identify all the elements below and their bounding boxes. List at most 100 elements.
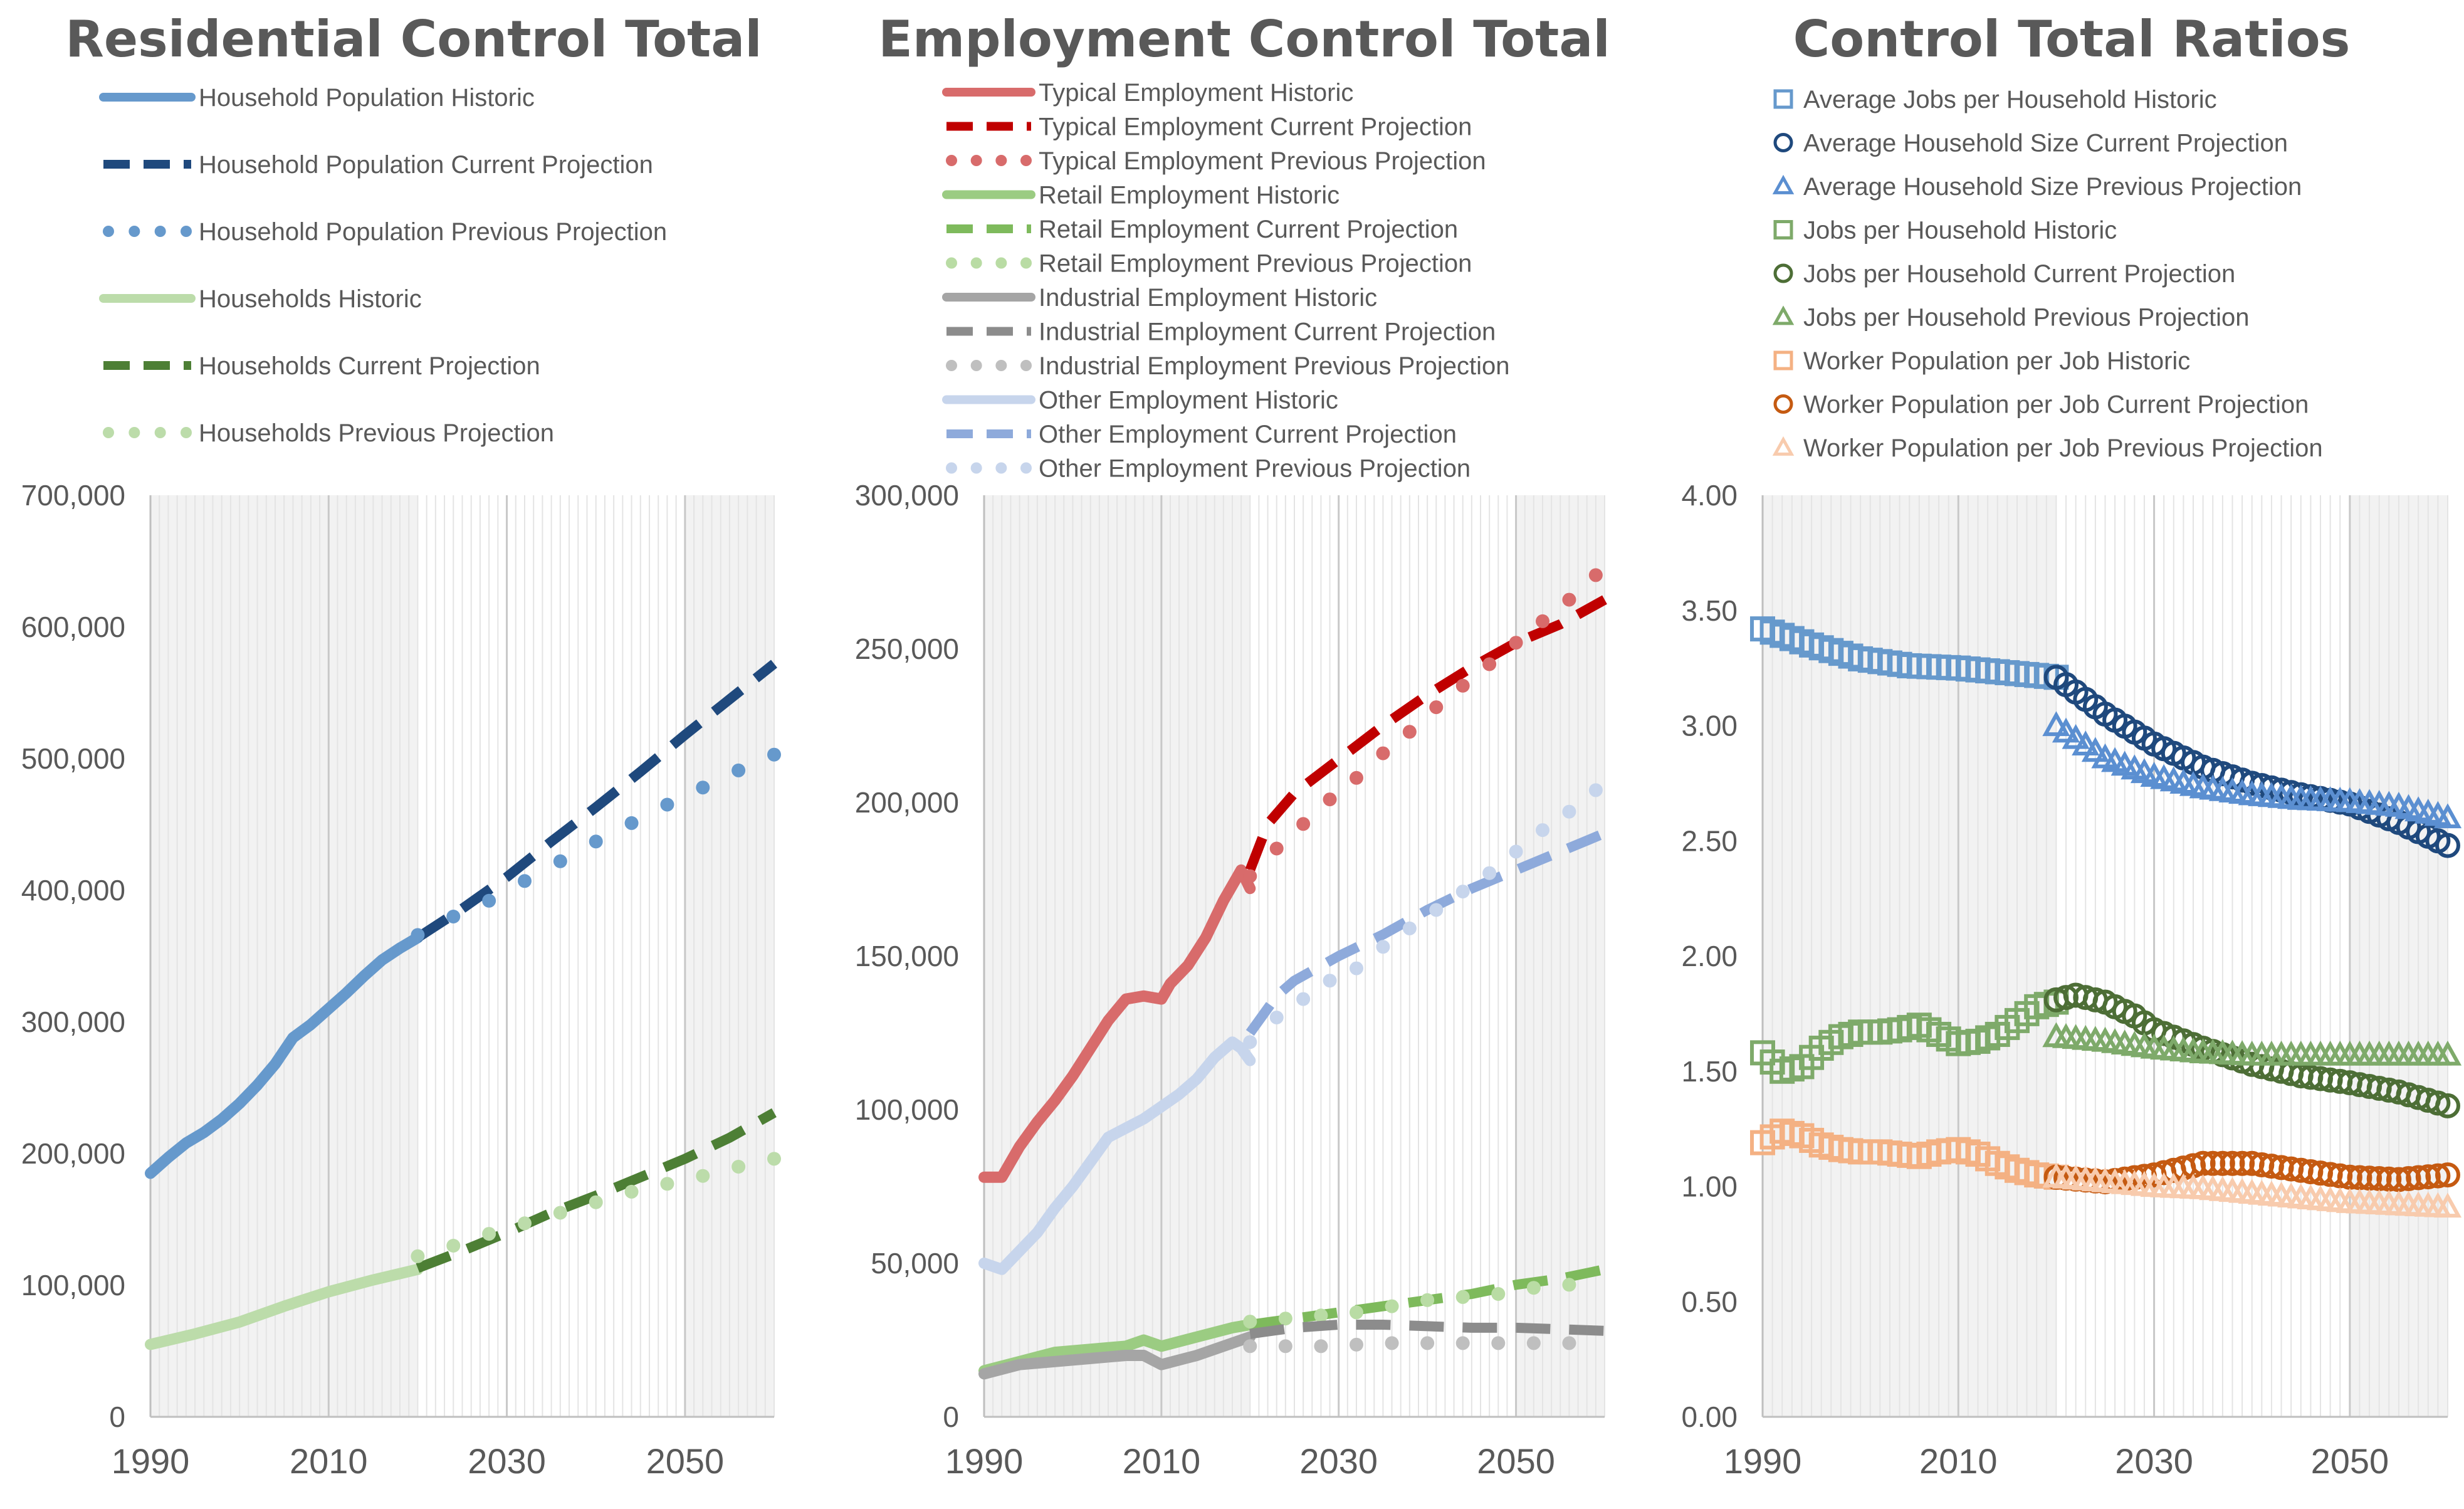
legend-swatch <box>1773 89 1793 109</box>
data-point <box>411 1249 425 1263</box>
legend-label: Retail Employment Historic <box>1039 182 1339 209</box>
data-point <box>518 1216 532 1231</box>
legend-label: Households Historic <box>199 285 422 313</box>
data-point <box>2435 1162 2460 1188</box>
employment-control-total-chart: Employment Control Total 0 50,000 100,000 1… <box>855 10 1610 1481</box>
series-worker-population-per-job-previous-projection <box>2042 1162 2462 1218</box>
data-point <box>731 1160 746 1174</box>
legend-swatch <box>1773 394 1793 414</box>
data-point <box>1296 817 1311 831</box>
y-tick-label: 200,000 <box>21 1137 125 1170</box>
legend-swatch <box>1773 133 1793 152</box>
series-line <box>145 932 424 1179</box>
data-point <box>1243 1315 1257 1329</box>
series-retail-employment-historic <box>978 1319 1256 1377</box>
data-point <box>1314 1308 1328 1323</box>
legend-swatch <box>970 462 982 474</box>
data-point <box>1562 1278 1576 1292</box>
data-point <box>1243 1035 1257 1049</box>
legend-item-average-household-size-previous-projection: Average Household Size Previous Projecti… <box>1772 173 2302 201</box>
data-point <box>1491 1287 1506 1301</box>
series-line <box>1245 595 1607 872</box>
legend-swatch <box>154 226 166 237</box>
data-point <box>624 816 639 830</box>
legend-item-industrial-employment-current-projection: Industrial Employment Current Projection <box>946 318 1496 346</box>
legend-label: Average Household Size Previous Projecti… <box>1803 173 2302 201</box>
x-tick-label: 2050 <box>646 1441 725 1481</box>
legend-item-typical-employment-previous-projection: Typical Employment Previous Projection <box>946 147 1486 175</box>
series-typical-employment-historic <box>978 864 1256 1183</box>
legend-label: Retail Employment Previous Projection <box>1039 250 1472 278</box>
legend-swatch <box>970 155 982 166</box>
legend-item-retail-employment-historic: Retail Employment Historic <box>942 182 1339 209</box>
x-tick-label: 2050 <box>1477 1441 1555 1481</box>
data-point <box>767 747 781 762</box>
legend-swatch <box>154 427 166 438</box>
legend-item-industrial-employment-historic: Industrial Employment Historic <box>942 284 1377 312</box>
legend-item-average-jobs-per-household-historic: Average Jobs per Household Historic <box>1773 86 2217 113</box>
legend-swatch <box>128 427 140 438</box>
data-point <box>518 874 532 888</box>
legend-label: Industrial Employment Historic <box>1039 284 1377 312</box>
data-point <box>731 763 746 777</box>
data-point <box>1455 678 1470 693</box>
x-tick-label: 2030 <box>468 1441 546 1481</box>
data-point <box>1385 1299 1399 1313</box>
residential-control-total-chart: Residential Control Total 0 100,000 200,00… <box>21 10 781 1481</box>
series-line <box>978 864 1256 1183</box>
legend-item-retail-employment-current-projection: Retail Employment Current Projection <box>946 216 1458 243</box>
data-point <box>1350 1337 1363 1352</box>
y-tick-label: 200,000 <box>855 786 959 819</box>
series-retail-employment-previous-projection <box>1243 1278 1576 1329</box>
legend-label: Industrial Employment Previous Projectio… <box>1039 352 1509 380</box>
legend-item-households-historic: Households Historic <box>99 285 422 313</box>
data-point <box>767 1152 781 1166</box>
legend-label: Household Population Current Projection <box>199 151 653 179</box>
legend-label: Typical Employment Previous Projection <box>1039 147 1486 175</box>
y-tick-label: 500,000 <box>21 742 125 775</box>
legend-label: Households Previous Projection <box>199 419 554 447</box>
legend-label: Retail Employment Current Projection <box>1039 216 1458 243</box>
series-line <box>1249 1320 1605 1339</box>
data-point <box>1588 783 1603 797</box>
legend-item-household-population-previous-projection: Household Population Previous Projection <box>103 218 667 246</box>
series-typical-employment-previous-projection <box>1243 568 1603 883</box>
y-tick-label: 1.50 <box>1681 1055 1738 1088</box>
data-point <box>1536 823 1549 838</box>
data-point <box>2081 737 2109 762</box>
legend-item-worker-population-per-job-current-projection: Worker Population per Job Current Projec… <box>1773 391 2309 419</box>
data-point <box>1455 1290 1470 1304</box>
chart-title: Residential Control Total <box>65 10 762 68</box>
series-typical-employment-current-projection <box>1245 595 1607 872</box>
data-point <box>2062 723 2090 749</box>
legend-label: Worker Population per Job Current Projec… <box>1803 391 2309 419</box>
legend-swatch <box>1020 257 1032 269</box>
y-tick-label: 100,000 <box>855 1093 959 1126</box>
legend-swatch <box>970 360 982 371</box>
series-jobs-per-household-previous-projection <box>2042 1022 2462 1066</box>
series-industrial-employment-previous-projection <box>1243 1336 1576 1354</box>
legend-swatch <box>995 360 1007 371</box>
data-point <box>1420 1336 1435 1350</box>
data-point <box>1482 866 1497 880</box>
data-point <box>2072 730 2100 755</box>
series-line <box>1245 828 1607 1036</box>
data-point <box>1350 770 1363 785</box>
legend-label: Jobs per Household Previous Projection <box>1803 304 2250 332</box>
data-point <box>660 797 674 812</box>
legend-swatch <box>1020 462 1032 474</box>
data-point <box>1243 869 1257 883</box>
series-line <box>415 660 777 942</box>
data-point <box>1243 1339 1257 1354</box>
legend-item-jobs-per-household-historic: Jobs per Household Historic <box>1773 217 2117 244</box>
data-point <box>1526 1281 1541 1295</box>
data-point <box>1278 1339 1292 1354</box>
legend-swatch <box>181 427 192 438</box>
data-point <box>1526 1336 1541 1350</box>
data-point <box>2433 1040 2462 1066</box>
series-line <box>978 1036 1256 1275</box>
legend-label: Households Current Projection <box>199 352 540 380</box>
legend-label: Other Employment Historic <box>1039 387 1338 414</box>
data-point <box>1296 992 1311 1006</box>
y-tick-label: 4.00 <box>1681 479 1738 512</box>
